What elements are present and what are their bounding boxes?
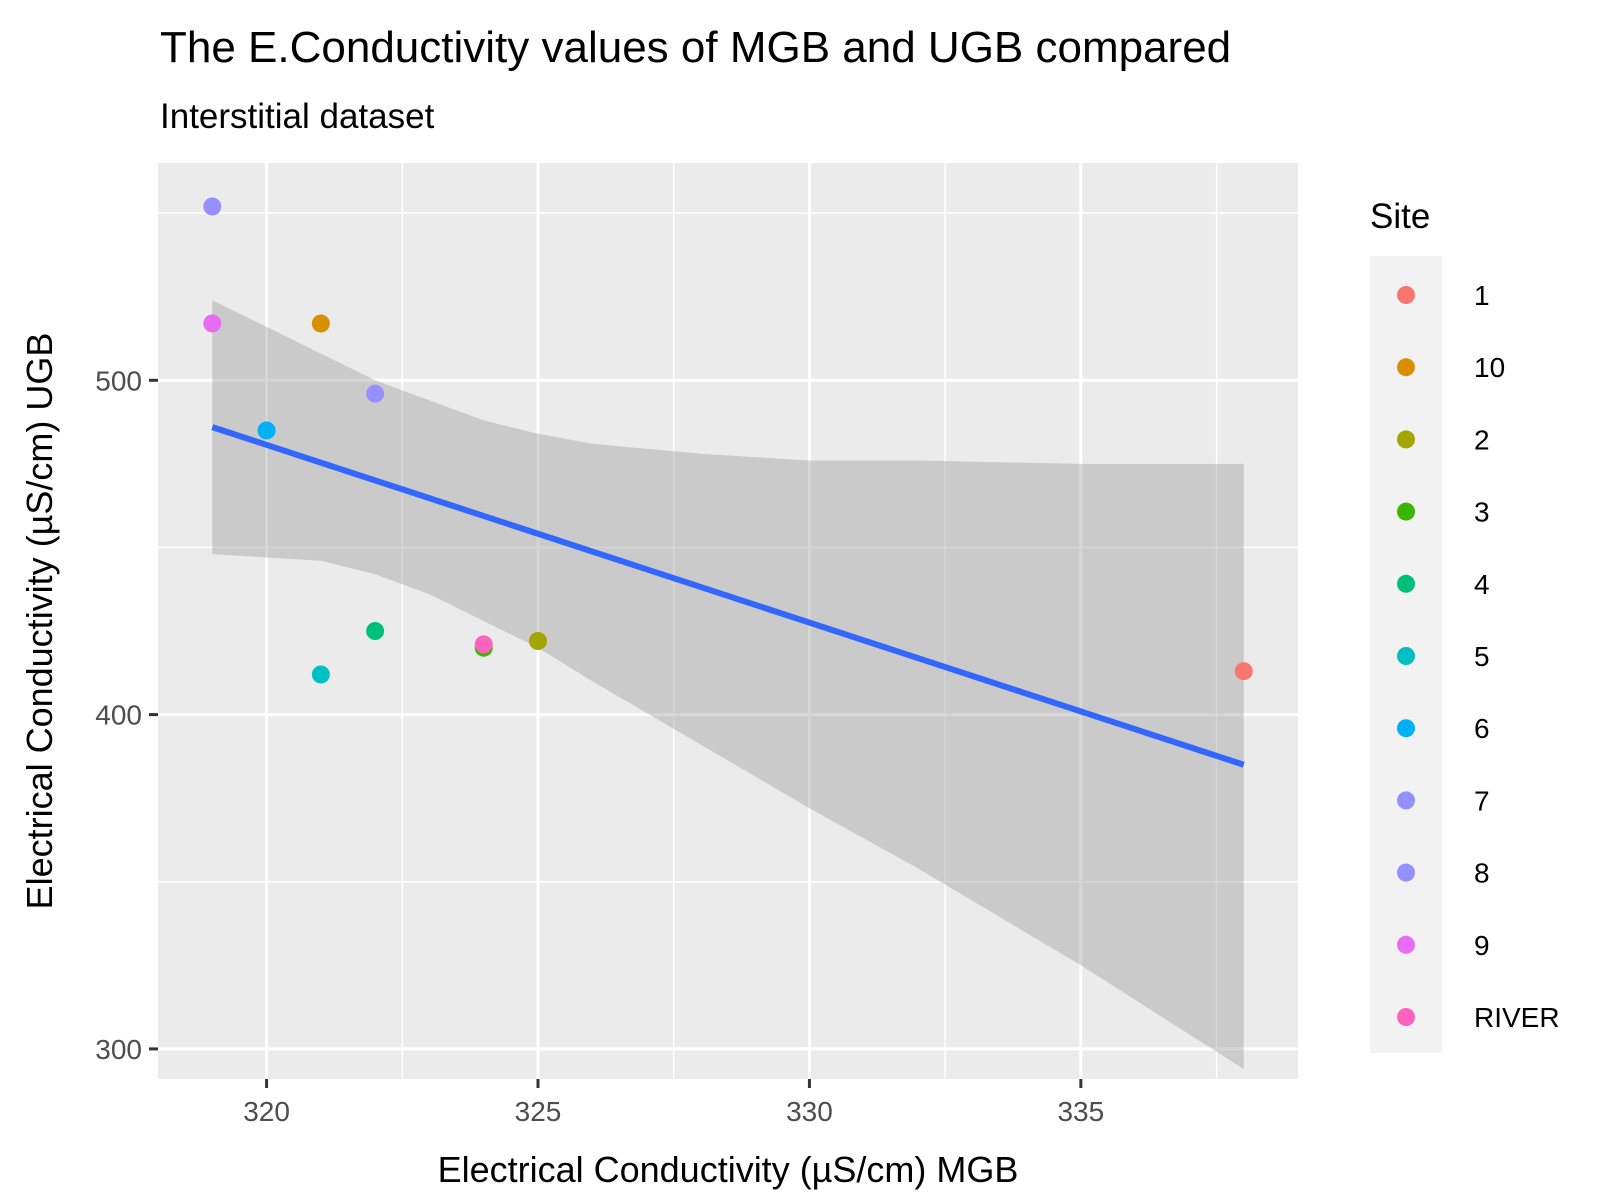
legend-label: 3 bbox=[1474, 497, 1490, 528]
y-axis-ticks: 300 400 500 bbox=[95, 365, 158, 1065]
data-point bbox=[366, 384, 385, 403]
x-tick-label: 320 bbox=[243, 1096, 290, 1127]
data-points bbox=[203, 197, 1253, 684]
x-tick-label: 325 bbox=[515, 1096, 562, 1127]
x-axis-ticks: 320 325 330 335 bbox=[243, 1079, 1104, 1127]
data-point bbox=[529, 632, 547, 651]
data-point bbox=[311, 665, 330, 684]
legend-title: Site bbox=[1370, 197, 1430, 236]
legend-label: 4 bbox=[1474, 569, 1490, 600]
legend-key bbox=[1397, 791, 1415, 810]
data-point bbox=[203, 314, 222, 333]
legend-key bbox=[1397, 647, 1415, 665]
x-tick-label: 330 bbox=[786, 1096, 833, 1127]
legend-label: 8 bbox=[1474, 858, 1490, 889]
legend-label: 2 bbox=[1474, 424, 1490, 455]
legend-key bbox=[1397, 286, 1415, 304]
plot-panel bbox=[158, 163, 1298, 1079]
legend-key bbox=[1397, 430, 1415, 449]
legend-key bbox=[1397, 719, 1415, 738]
legend-key bbox=[1397, 863, 1415, 882]
data-point bbox=[257, 421, 276, 440]
legend-key bbox=[1397, 358, 1415, 377]
grid-minor bbox=[158, 163, 1298, 1079]
legend-label: 9 bbox=[1474, 930, 1490, 961]
chart-subtitle: Interstitial dataset bbox=[160, 97, 435, 136]
chart-title: The E.Conductivity values of MGB and UGB… bbox=[160, 23, 1231, 72]
y-tick-label: 300 bbox=[95, 1034, 142, 1065]
legend-label: 10 bbox=[1474, 352, 1505, 383]
legend-key bbox=[1397, 502, 1415, 521]
data-point bbox=[474, 635, 493, 654]
x-axis-title: Electrical Conductivity (µS/cm) MGB bbox=[438, 1149, 1019, 1190]
data-point bbox=[203, 197, 222, 216]
data-point bbox=[1234, 662, 1253, 681]
y-tick-label: 500 bbox=[95, 365, 142, 396]
legend-items: 1 10 2 3 4 5 6 7 8 9 RIVER bbox=[1397, 280, 1560, 1033]
regression-line bbox=[211, 424, 1245, 768]
y-axis-title: Electrical Conductivity (µS/cm) UGB bbox=[19, 333, 60, 910]
legend-key bbox=[1397, 574, 1415, 593]
legend-label: 5 bbox=[1474, 641, 1490, 672]
legend-label: 1 bbox=[1474, 280, 1490, 311]
confidence-band bbox=[212, 300, 1244, 1070]
y-tick-label: 400 bbox=[95, 700, 142, 731]
legend-key bbox=[1397, 935, 1415, 954]
data-point bbox=[311, 314, 330, 333]
legend-label: 7 bbox=[1474, 785, 1490, 816]
legend-label: 6 bbox=[1474, 713, 1490, 744]
legend-key bbox=[1397, 1008, 1415, 1026]
data-point bbox=[366, 622, 385, 641]
x-tick-label: 335 bbox=[1057, 1096, 1104, 1127]
legend-label: RIVER bbox=[1474, 1002, 1560, 1033]
legend: Site 1 10 2 3 4 5 6 7 8 9 RIVER bbox=[1370, 197, 1560, 1053]
